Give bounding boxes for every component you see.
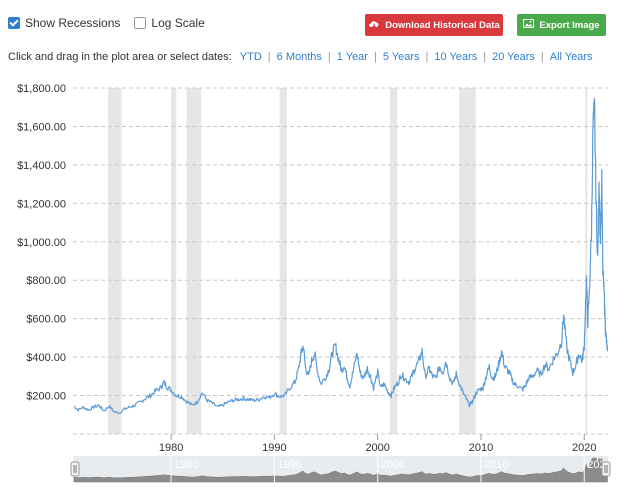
y-tick-label: $200.00 <box>26 391 66 403</box>
navigator-handle-right[interactable] <box>601 461 611 477</box>
recession-band <box>459 88 476 434</box>
navigator-label: 1990 <box>277 459 301 471</box>
range-separator: | <box>425 51 429 63</box>
toggle-row: Show Recessions Log Scale <box>8 16 219 30</box>
navigator-handle-left[interactable] <box>70 461 80 477</box>
range-option-20-years[interactable]: 20 Years <box>492 51 535 63</box>
date-range-selector: Click and drag in the plot area or selec… <box>8 51 593 63</box>
y-tick-label: $1,600.00 <box>17 121 66 133</box>
export-button-label: Export Image <box>539 19 600 31</box>
y-tick-label: $1,200.00 <box>17 198 66 210</box>
range-separator: | <box>540 51 544 63</box>
range-separator: | <box>267 51 271 63</box>
y-tick-label: $1,800.00 <box>17 83 66 95</box>
range-option-ytd[interactable]: YTD <box>239 51 262 63</box>
range-option-5-years[interactable]: 5 Years <box>382 51 420 63</box>
recession-band <box>108 88 122 434</box>
chart-controls: Show Recessions Log Scale Download Histo… <box>0 0 640 80</box>
image-icon <box>523 19 535 31</box>
range-option-10-years[interactable]: 10 Years <box>434 51 478 63</box>
download-button-label: Download Historical Data <box>385 19 500 31</box>
log-scale-label: Log Scale <box>151 16 205 30</box>
price-series-line <box>73 98 609 415</box>
show-recessions-label: Show Recessions <box>25 16 121 30</box>
recession-band <box>186 88 202 434</box>
navigator-label: 2010 <box>484 459 508 471</box>
y-tick-label: $800.00 <box>26 275 66 287</box>
y-tick-label: $600.00 <box>26 314 66 326</box>
download-historical-data-button[interactable]: Download Historical Data <box>365 14 503 36</box>
log-scale-checkbox[interactable]: Log Scale <box>134 16 205 30</box>
x-tick-label: 2020 <box>572 442 596 454</box>
export-image-button[interactable]: Export Image <box>517 14 606 36</box>
log-scale-checkbox-box[interactable] <box>134 17 147 29</box>
range-separator: | <box>327 51 331 63</box>
recession-band <box>279 88 287 434</box>
y-tick-label: $1,000.00 <box>17 237 66 249</box>
recession-band <box>171 88 177 434</box>
navigator-label: 2000 <box>381 459 405 471</box>
range-separator: | <box>373 51 377 63</box>
range-option-1-year[interactable]: 1 Year <box>336 51 368 63</box>
date-range-prompt: Click and drag in the plot area or selec… <box>8 51 232 63</box>
navigator-series <box>73 457 608 483</box>
recession-band <box>390 88 398 434</box>
recession-band <box>585 88 588 434</box>
x-tick-label: 1980 <box>159 442 183 454</box>
y-tick-label: $1,400.00 <box>17 160 66 172</box>
range-separator: | <box>483 51 487 63</box>
range-option-all-years[interactable]: All Years <box>549 51 593 63</box>
x-tick-label: 2000 <box>365 442 389 454</box>
x-tick-label: 1990 <box>262 442 286 454</box>
cloud-download-icon <box>368 19 380 32</box>
navigator-label: 202 <box>587 459 605 471</box>
range-option-6-months[interactable]: 6 Months <box>276 51 322 63</box>
show-recessions-checkbox-box[interactable] <box>8 17 20 29</box>
show-recessions-checkbox[interactable]: Show Recessions <box>8 16 120 30</box>
x-tick-label: 2010 <box>469 442 493 454</box>
navigator-label: 1980 <box>174 459 198 471</box>
y-tick-label: $400.00 <box>26 352 66 364</box>
